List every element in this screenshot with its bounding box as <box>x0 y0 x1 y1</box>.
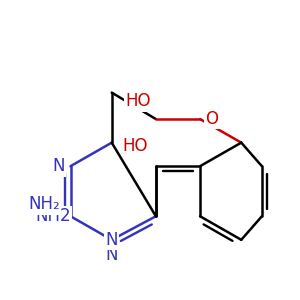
Text: N: N <box>52 157 65 175</box>
Text: HO: HO <box>125 92 151 110</box>
Text: NH2: NH2 <box>35 207 70 225</box>
Text: N: N <box>52 157 65 175</box>
Text: O: O <box>205 110 218 128</box>
Text: N: N <box>106 231 118 249</box>
Text: HO: HO <box>122 136 148 154</box>
Text: NH₂: NH₂ <box>28 196 60 214</box>
Text: O: O <box>205 110 218 128</box>
Text: N: N <box>106 245 118 263</box>
